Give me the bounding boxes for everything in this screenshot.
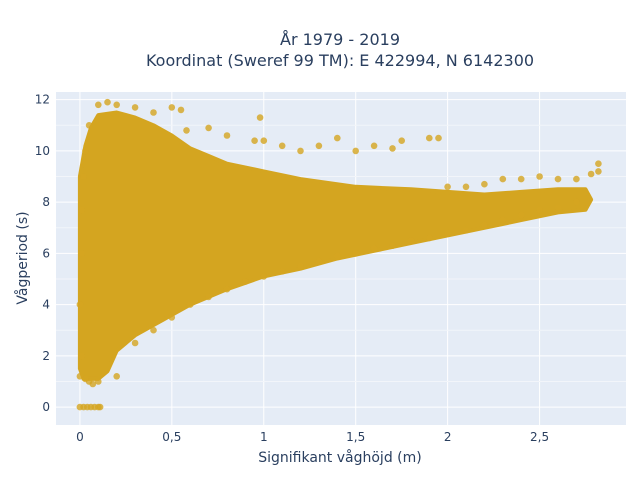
- data-point: [76, 301, 84, 308]
- point-cloud-density: [77, 110, 594, 381]
- x-tick-label: 2,5: [530, 430, 549, 444]
- data-point: [315, 257, 323, 265]
- data-point: [573, 175, 580, 183]
- data-point: [104, 98, 111, 106]
- data-point: [260, 137, 268, 144]
- data-point: [242, 278, 249, 285]
- data-point: [278, 142, 286, 150]
- x-tick-label: 2: [444, 430, 452, 444]
- data-point: [587, 170, 595, 178]
- data-point: [186, 301, 194, 308]
- y-tick-label: 0: [42, 400, 50, 414]
- data-point: [554, 175, 562, 183]
- data-point: [78, 250, 85, 257]
- data-point: [223, 132, 231, 139]
- data-point: [435, 134, 442, 142]
- data-point: [499, 216, 507, 224]
- data-point: [82, 147, 89, 155]
- data-point: [595, 160, 602, 167]
- data-point: [223, 285, 231, 293]
- data-point: [517, 175, 525, 183]
- y-axis-title: Vågperiod (s): [14, 211, 31, 304]
- data-point: [297, 262, 304, 270]
- y-tick-label: 6: [42, 246, 50, 260]
- data-point: [536, 206, 543, 214]
- x-tick-label: 1,5: [346, 430, 365, 444]
- data-point: [150, 109, 157, 116]
- data-point: [278, 268, 286, 275]
- y-tick-label: 2: [42, 349, 50, 363]
- data-point: [168, 104, 176, 111]
- data-point: [80, 173, 87, 180]
- data-point: [352, 147, 360, 155]
- x-tick-label: 0: [76, 430, 84, 444]
- tick-labels: 0 0,5 1 1,5 2 2,5 0 2 4 6 8 10 12: [35, 93, 549, 444]
- data-point: [95, 378, 102, 385]
- y-tick-label: 8: [42, 195, 50, 209]
- data-point: [205, 293, 212, 301]
- data-point: [131, 104, 139, 111]
- data-point: [205, 124, 212, 132]
- data-point: [96, 403, 104, 411]
- data-point: [517, 211, 525, 219]
- data-point: [177, 106, 185, 114]
- data-point: [85, 122, 93, 129]
- data-point: [389, 145, 396, 152]
- data-point: [89, 380, 97, 388]
- data-point: [297, 147, 304, 155]
- data-point: [389, 242, 396, 249]
- data-point: [444, 229, 451, 237]
- x-tick-label: 1: [260, 430, 268, 444]
- data-point: [256, 114, 264, 121]
- data-point: [95, 101, 102, 109]
- data-point: [334, 252, 341, 260]
- data-point: [113, 373, 120, 380]
- data-point: [407, 237, 415, 244]
- y-tick-label: 12: [35, 93, 50, 107]
- x-tick-label: 0,5: [162, 430, 181, 444]
- y-tick-label: 4: [42, 298, 50, 312]
- data-points: [76, 98, 602, 411]
- data-point: [595, 168, 602, 175]
- data-point: [113, 101, 120, 109]
- data-point: [131, 339, 139, 347]
- data-point: [183, 127, 190, 134]
- data-point: [260, 273, 268, 280]
- data-point: [251, 137, 258, 144]
- data-point: [168, 314, 176, 321]
- data-point: [426, 134, 433, 142]
- data-point: [370, 142, 378, 150]
- point-cloud: [77, 110, 594, 381]
- data-point: [352, 250, 360, 257]
- data-point: [554, 204, 562, 211]
- data-point: [462, 183, 470, 191]
- x-axis-title: Signifikant våghöjd (m): [258, 449, 421, 466]
- data-point: [536, 173, 543, 180]
- chart-title-line-1: År 1979 - 2019: [280, 30, 400, 49]
- data-point: [444, 183, 451, 191]
- data-point: [462, 227, 470, 234]
- data-point: [78, 352, 85, 360]
- data-point: [315, 142, 323, 150]
- data-point: [150, 326, 157, 334]
- chart-title-line-2: Koordinat (Sweref 99 TM): E 422994, N 61…: [146, 51, 534, 70]
- data-point: [481, 180, 488, 188]
- data-point: [499, 175, 507, 183]
- y-tick-label: 10: [35, 144, 50, 158]
- data-point: [426, 234, 433, 242]
- data-point: [76, 373, 84, 380]
- data-point: [370, 245, 378, 252]
- data-point: [481, 221, 488, 229]
- data-point: [398, 137, 406, 144]
- data-point: [78, 206, 85, 214]
- data-point: [334, 134, 341, 142]
- data-point: [573, 198, 580, 206]
- data-point: [82, 375, 89, 383]
